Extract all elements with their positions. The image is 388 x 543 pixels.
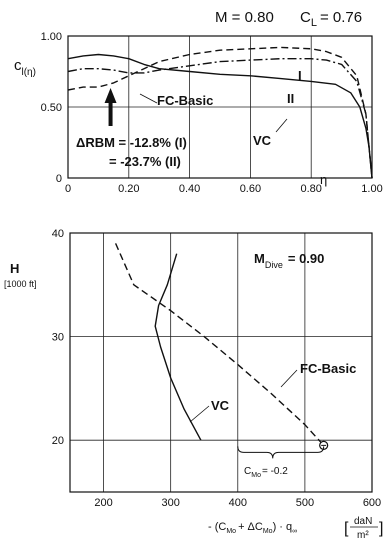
bottom-x-tick-labels: 200 300 400 500 600: [94, 497, 381, 509]
bottom-title: MDive = 0.90: [254, 251, 324, 270]
bottom-chart: H [1000 ft] 20 30 40 200 300 400 500 600 MDive…: [4, 228, 383, 541]
bottom-series-vc: [154, 253, 202, 441]
bottom-x-tick-label: 500: [296, 497, 314, 509]
top-chart: M = 0.80 CL = 0.76 cl(η) 00.501.00 0 0.20 0…: [14, 9, 383, 195]
top-fc-basic-label: FC-Basic: [157, 93, 213, 108]
top-x-tick-label: 0: [65, 183, 71, 195]
top-y-tick-label: 0.50: [41, 102, 62, 114]
bottom-y-tick-label: 30: [52, 332, 64, 344]
bottom-y-tick-label: 20: [52, 435, 64, 447]
bottom-vc-leader: [189, 405, 210, 423]
top-x-tick-label: 0.40: [179, 183, 200, 195]
top-x-tick-labels: 0 0.20 0.40 0.60 0.80 1.00: [65, 183, 383, 195]
bottom-y-tick-labels: 20 30 40: [52, 228, 64, 447]
top-fc-basic-leader: [139, 93, 158, 104]
top-y-tick-label: 0: [56, 173, 62, 185]
bottom-x-tick-label: 600: [363, 497, 381, 509]
top-series-fc-basic: [67, 53, 373, 179]
top-rbm-line2: = -23.7% (II): [109, 154, 181, 169]
bottom-xlabel: - (CMo + ΔCMo) · q∞ daN m² [ ]: [208, 516, 383, 541]
bottom-xlabel-text: - (CMo + ΔCMo) · q∞: [208, 521, 297, 535]
top-series-ii: [67, 46, 373, 179]
bottom-xlabel-unit-den: m²: [357, 530, 369, 541]
top-y-tick-label: 1.00: [41, 31, 62, 43]
bottom-ylabel-unit: [1000 ft]: [4, 279, 37, 289]
bottom-xlabel-unit-num: daN: [354, 516, 372, 527]
top-rbm-line1: ΔRBM = -12.8% (I): [76, 135, 187, 150]
top-label-I: I: [298, 68, 302, 83]
top-vc-leader: [275, 118, 288, 133]
top-title-cl: CL = 0.76: [300, 9, 362, 29]
top-label-II: II: [287, 91, 294, 106]
top-xlabel: η: [320, 172, 327, 187]
top-vc-label: VC: [253, 133, 272, 148]
bottom-fc-basic-leader: [280, 369, 298, 388]
top-y-tick-labels: 0 0.50 1.00: [41, 31, 62, 185]
top-series-group: [67, 46, 373, 179]
bottom-xlabel-bracket-right: ]: [379, 520, 383, 537]
top-series-i: [67, 58, 373, 179]
bottom-fc-basic-label: FC-Basic: [300, 361, 356, 376]
bottom-series-group: [114, 243, 329, 450]
top-rbm-arrow: [104, 88, 117, 126]
top-x-tick-label: 0.60: [240, 183, 261, 195]
top-x-tick-label: 0.80: [300, 183, 321, 195]
bottom-ylabel: H: [10, 261, 19, 276]
bottom-vc-label: VC: [211, 398, 230, 413]
bottom-plot-frame: [69, 232, 373, 493]
bottom-y-tick-label: 40: [52, 228, 64, 240]
bottom-xlabel-bracket-left: [: [344, 520, 349, 537]
top-ylabel: cl(η): [14, 57, 36, 78]
bottom-cmo-bracket: [237, 446, 325, 459]
bottom-cmo-note: CMo= -0.2: [244, 466, 288, 479]
top-title-mach: M = 0.80: [215, 9, 274, 26]
bottom-series-fc-basic: [114, 243, 325, 446]
bottom-x-tick-label: 300: [161, 497, 179, 509]
bottom-x-tick-label: 200: [94, 497, 112, 509]
top-rbm-arrow-head: [104, 88, 117, 103]
top-x-tick-label: 1.00: [361, 183, 382, 195]
bottom-cmo-bracket-path: [237, 446, 325, 459]
top-plot-frame: [67, 35, 373, 179]
bottom-x-tick-label: 400: [229, 497, 247, 509]
top-x-tick-label: 0.20: [118, 183, 139, 195]
